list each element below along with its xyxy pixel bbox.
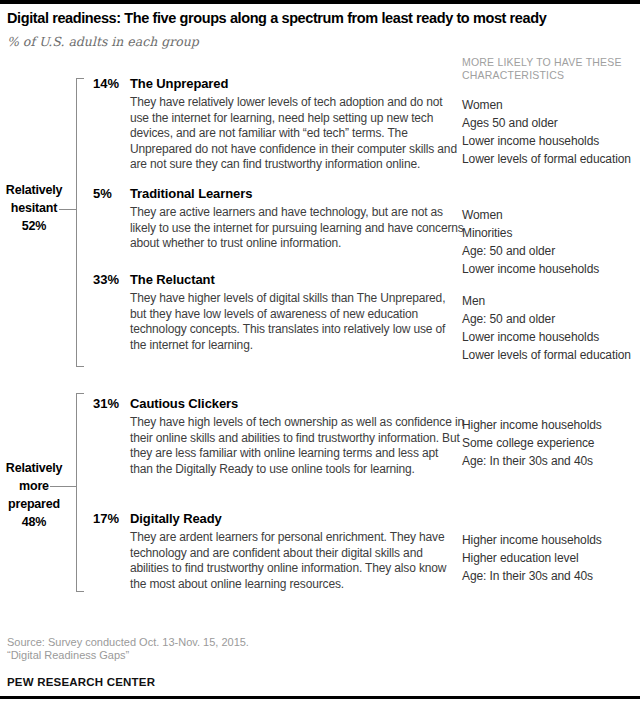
pew-research-center-brand: PEW RESEARCH CENTER xyxy=(7,676,155,688)
group-name: The Reluctant xyxy=(130,272,215,287)
group-name: Cautious Clickers xyxy=(130,396,238,411)
cluster-label-line: more xyxy=(2,477,66,495)
characteristics-column-header: MORE LIKELY TO HAVE THESE CHARACTERISTIC… xyxy=(462,56,634,82)
cluster-pct: 48% xyxy=(2,513,66,531)
cluster-label-relatively-more-prepared: Relatively more prepared 48% xyxy=(2,459,66,531)
characteristic: Age: In their 30s and 40s xyxy=(462,567,640,585)
bracket-relatively-more-prepared xyxy=(76,393,84,592)
characteristic: Ages 50 and older xyxy=(462,114,640,132)
characteristic: Higher income households xyxy=(462,416,640,434)
group-characteristics: Men Age: 50 and older Lower income house… xyxy=(462,292,640,364)
cluster-label-line: prepared xyxy=(2,495,66,513)
group-percent: 14% xyxy=(93,76,119,91)
cluster-pct: 52% xyxy=(2,217,66,235)
characteristic: Lower income households xyxy=(462,132,640,150)
characteristic: Women xyxy=(462,96,640,114)
group-characteristics: Higher income households Some college ex… xyxy=(462,416,640,470)
characteristic: Men xyxy=(462,292,640,310)
characteristic: Lower income households xyxy=(462,328,640,346)
characteristic: Minorities xyxy=(462,224,640,242)
group-percent: 31% xyxy=(93,396,119,411)
characteristic: Women xyxy=(462,206,640,224)
group-description: They have higher levels of digital skill… xyxy=(130,291,464,353)
cluster-label-relatively-hesitant: Relatively hesitant 52% xyxy=(2,181,66,235)
group-percent: 17% xyxy=(93,511,119,526)
source-report-title: “Digital Readiness Gaps” xyxy=(7,649,129,661)
bracket-relatively-hesitant xyxy=(76,78,84,367)
characteristic: Lower levels of formal education xyxy=(462,346,640,364)
characteristic: Lower levels of formal education xyxy=(462,150,640,168)
chart-subtitle: % of U.S. adults in each group xyxy=(7,34,199,49)
chart-title: Digital readiness: The five groups along… xyxy=(7,10,546,26)
cluster-label-line: Relatively xyxy=(2,181,66,199)
pew-digital-readiness-chart: Digital readiness: The five groups along… xyxy=(0,0,640,706)
group-characteristics: Women Minorities Age: 50 and older Lower… xyxy=(462,206,640,278)
group-description: They are active learners and have techno… xyxy=(130,205,464,252)
group-name: Digitally Ready xyxy=(130,511,222,526)
bottom-rule xyxy=(0,696,640,699)
group-characteristics: Women Ages 50 and older Lower income hou… xyxy=(462,96,640,168)
characteristic: Higher income households xyxy=(462,531,640,549)
top-rule xyxy=(0,0,640,4)
characteristic: Age: In their 30s and 40s xyxy=(462,452,640,470)
group-description: They have high levels of tech ownership … xyxy=(130,415,464,477)
group-description: They have relatively lower levels of tec… xyxy=(130,95,464,173)
cluster-label-line: Relatively xyxy=(2,459,66,477)
characteristic: Higher education level xyxy=(462,549,640,567)
characteristic: Some college experience xyxy=(462,434,640,452)
group-characteristics: Higher income households Higher educatio… xyxy=(462,531,640,585)
characteristic: Age: 50 and older xyxy=(462,242,640,260)
characteristic: Age: 50 and older xyxy=(462,310,640,328)
cluster-label-line: hesitant xyxy=(2,199,66,217)
group-percent: 33% xyxy=(93,272,119,287)
group-description: They are ardent learners for personal en… xyxy=(130,530,464,592)
characteristic: Lower income households xyxy=(462,260,640,278)
group-name: The Unprepared xyxy=(130,76,228,91)
group-percent: 5% xyxy=(93,186,112,201)
source-line: Source: Survey conducted Oct. 13-Nov. 15… xyxy=(7,636,249,648)
group-name: Traditional Learners xyxy=(130,186,252,201)
